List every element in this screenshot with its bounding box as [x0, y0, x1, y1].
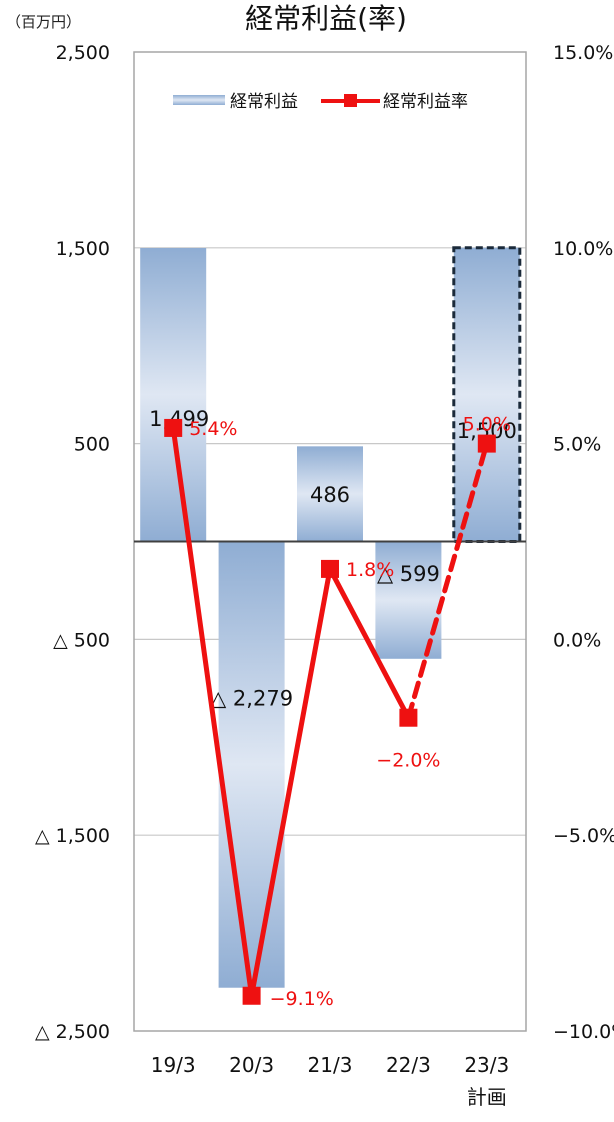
right-tick-label: 5.0% [553, 434, 601, 456]
rate-marker [321, 559, 339, 578]
right-tick-label: −10.0% [553, 1021, 614, 1043]
rate-line: 5.4% −9.1% 1.8% −2.0% 5.0% [164, 414, 511, 1010]
bar-data-label: △ 2,279 [210, 687, 293, 711]
rate-line-segment [249, 566, 333, 999]
rate-data-label: −9.1% [270, 988, 334, 1010]
legend-label-bar: 経常利益 [230, 92, 298, 112]
left-tick-label: △ 2,500 [35, 1021, 110, 1043]
bars [140, 246, 522, 988]
right-tick-label: 10.0% [553, 238, 613, 260]
left-tick-label: 2,500 [56, 42, 110, 64]
rate-marker [242, 986, 261, 1005]
rate-data-label: 1.8% [346, 559, 394, 581]
legend-label-line: 経常利益率 [383, 92, 468, 112]
legend: 経常利益 経常利益率 [173, 92, 468, 112]
left-tick-label: △ 1,500 [35, 825, 110, 847]
category-label: 23/3 [464, 1053, 509, 1077]
bar-data-label: 486 [310, 483, 350, 507]
bar [297, 446, 363, 542]
left-tick-label: △ 500 [53, 629, 110, 651]
left-tick-label: 500 [74, 434, 110, 456]
legend-swatch-bar [173, 95, 225, 105]
category-label: 20/3 [229, 1053, 274, 1077]
rate-data-label: 5.0% [463, 414, 511, 436]
bar [140, 247, 207, 542]
rate-data-label: 5.4% [189, 418, 237, 440]
rate-line-segment [405, 441, 490, 721]
left-axis-ticks: 2,500 1,500 500 △ 500 △ 1,500 △ 2,500 [35, 42, 110, 1043]
rate-marker [399, 708, 418, 727]
right-axis-ticks: 15.0% 10.0% 5.0% 0.0% −5.0% −10.0% [553, 42, 614, 1043]
bar [452, 246, 522, 544]
unit-label: （百万円） [6, 13, 81, 31]
bar [218, 541, 285, 988]
category-label: 19/3 [151, 1053, 196, 1077]
rate-data-label: −2.0% [376, 750, 440, 772]
right-tick-label: 0.0% [553, 629, 601, 651]
bar-data-label: △ 599 [377, 562, 440, 586]
chart-title: 経常利益(率) [245, 2, 407, 35]
right-tick-label: 15.0% [553, 42, 613, 64]
category-sublabel: 計画 [467, 1085, 507, 1109]
rate-line-segment [327, 566, 411, 721]
category-label: 21/3 [308, 1053, 353, 1077]
right-tick-label: −5.0% [553, 825, 614, 847]
category-labels: 19/3 20/3 21/3 22/3 23/3 計画 [151, 1053, 510, 1109]
rate-line-segment [170, 425, 255, 999]
category-label: 22/3 [386, 1053, 431, 1077]
rate-marker [164, 418, 183, 437]
legend-marker-line [344, 94, 357, 107]
rate-marker [477, 434, 496, 453]
left-tick-label: 1,500 [56, 238, 110, 260]
